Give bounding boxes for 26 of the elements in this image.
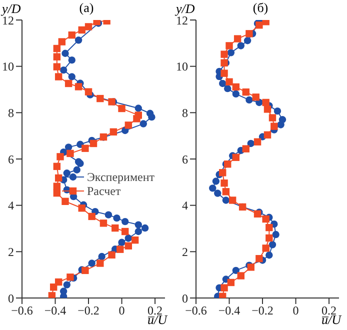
x-tick-label: −0.2 (252, 304, 274, 318)
chart-title: (а) (79, 0, 94, 15)
y-tick-label: 10 (2, 60, 14, 74)
y-tick-label: 6 (182, 152, 188, 166)
y-tick-label: 8 (8, 106, 14, 120)
y-tick-label: 4 (8, 198, 14, 213)
legend-label: Расчет (87, 184, 121, 198)
x-tick-label: −0.4 (218, 304, 240, 318)
x-tick-label: 0 (118, 304, 125, 318)
y-tick-label: 2 (182, 244, 188, 259)
x-tick-label: 0 (292, 304, 299, 318)
y-tick-label: 0 (8, 291, 14, 306)
y-tick-label: 8 (182, 106, 188, 120)
x-tick-label: −0.2 (78, 304, 100, 318)
x-tick-label: −0.4 (44, 304, 66, 318)
y-tick-label: 4 (182, 198, 188, 213)
chart-title: (б) (252, 0, 268, 15)
y-tick-label: 10 (176, 60, 188, 74)
x-tick-label: −0.6 (185, 304, 207, 318)
y-axis-title: y/D (176, 1, 195, 16)
y-tick-label: 0 (182, 291, 188, 306)
x-tick-label: −0.6 (11, 304, 33, 318)
y-tick-label: 2 (8, 244, 14, 259)
legend-label: Эксперимент (87, 170, 155, 184)
y-tick-label: 6 (8, 152, 14, 166)
y-axis-title: y/D (2, 1, 21, 16)
